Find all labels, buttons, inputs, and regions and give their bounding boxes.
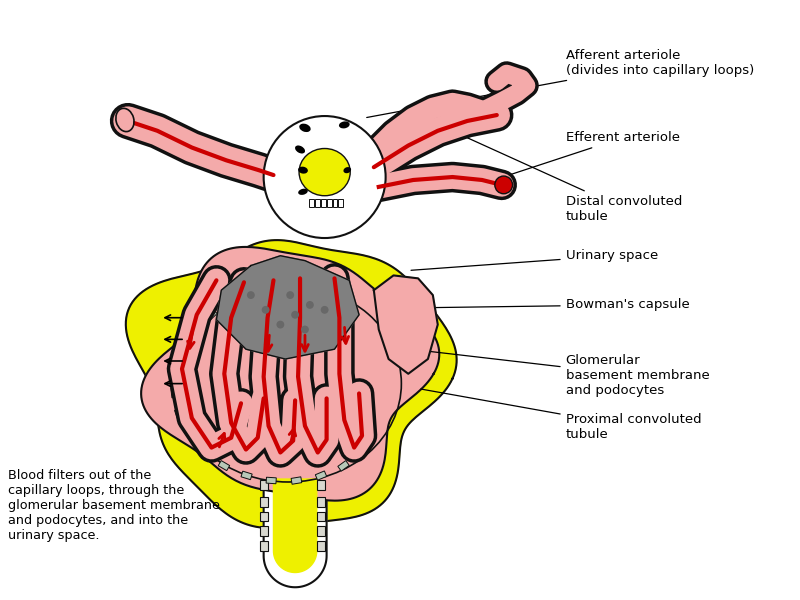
Polygon shape	[264, 477, 326, 587]
Bar	[309, 199, 314, 206]
Bar	[266, 477, 276, 484]
Bar	[333, 199, 338, 206]
Circle shape	[286, 291, 294, 299]
Circle shape	[495, 176, 513, 194]
Ellipse shape	[182, 293, 394, 473]
Ellipse shape	[295, 145, 305, 154]
Polygon shape	[217, 256, 359, 359]
Bar	[260, 526, 267, 536]
Text: Distal convoluted
tubule: Distal convoluted tubule	[450, 130, 682, 223]
Ellipse shape	[343, 167, 351, 173]
Bar	[321, 199, 326, 206]
Circle shape	[301, 326, 309, 334]
Bar	[250, 290, 262, 299]
Bar	[317, 526, 325, 536]
Text: Glomerular
basement membrane
and podocytes: Glomerular basement membrane and podocyt…	[396, 347, 710, 397]
Bar	[260, 512, 267, 521]
Bar	[170, 388, 178, 398]
Bar	[346, 308, 357, 319]
Polygon shape	[126, 240, 457, 528]
Polygon shape	[141, 247, 439, 500]
Bar	[190, 325, 200, 337]
Ellipse shape	[339, 121, 350, 128]
Polygon shape	[266, 448, 325, 487]
Circle shape	[277, 320, 284, 329]
Bar	[338, 461, 350, 471]
Circle shape	[262, 306, 270, 314]
Circle shape	[247, 291, 254, 299]
Bar	[317, 497, 325, 506]
Bar	[241, 471, 252, 479]
Bar	[218, 461, 230, 470]
Circle shape	[291, 311, 299, 319]
Bar	[178, 344, 186, 355]
Ellipse shape	[299, 124, 310, 132]
Polygon shape	[374, 275, 438, 374]
Bar	[174, 409, 183, 420]
Bar	[260, 541, 267, 551]
Ellipse shape	[299, 149, 350, 196]
Circle shape	[264, 116, 386, 238]
Circle shape	[306, 301, 314, 309]
Bar	[317, 480, 325, 490]
Bar	[326, 199, 331, 206]
Bar	[338, 199, 343, 206]
Ellipse shape	[298, 167, 308, 173]
Text: Urinary space: Urinary space	[411, 249, 658, 270]
Bar	[184, 428, 194, 440]
Ellipse shape	[116, 109, 134, 131]
Text: Bowman's capsule: Bowman's capsule	[416, 298, 690, 311]
Bar	[315, 199, 320, 206]
Bar	[324, 297, 336, 306]
Circle shape	[321, 306, 329, 314]
Bar	[301, 290, 311, 298]
Bar	[260, 497, 267, 506]
Bar	[315, 471, 326, 480]
Bar	[172, 365, 179, 376]
Bar	[317, 541, 325, 551]
Text: Efferent arteriole: Efferent arteriole	[485, 131, 680, 183]
Bar	[226, 298, 238, 308]
Text: Blood filters out of the
capillary loops, through the
glomerular basement membra: Blood filters out of the capillary loops…	[8, 469, 220, 542]
Ellipse shape	[298, 188, 308, 195]
Bar	[206, 309, 218, 320]
Polygon shape	[274, 479, 317, 572]
Bar	[317, 512, 325, 521]
Text: Afferent arteriole
(divides into capillary loops): Afferent arteriole (divides into capilla…	[366, 49, 754, 118]
Bar	[291, 477, 302, 484]
Text: Proximal convoluted
tubule: Proximal convoluted tubule	[421, 389, 702, 441]
Bar	[276, 289, 286, 295]
Bar	[199, 446, 210, 457]
Bar	[260, 480, 267, 490]
